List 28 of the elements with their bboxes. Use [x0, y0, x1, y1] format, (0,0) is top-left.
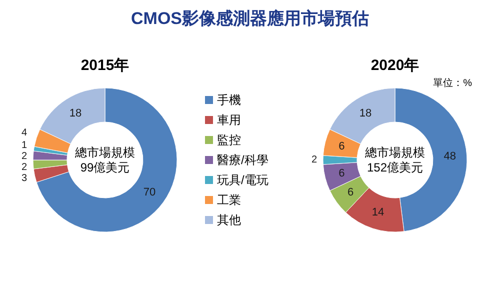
chart-title: CMOS影像感測器應用市場預估 — [131, 9, 369, 28]
chart-subtitle: 2015年 — [80, 57, 130, 74]
data-label: 1 — [21, 140, 28, 151]
donut-slice — [36, 88, 178, 232]
data-label: 18 — [359, 108, 372, 120]
legend-label: 手機 — [217, 93, 241, 107]
data-label: 3 — [21, 172, 28, 184]
data-label: 2 — [311, 154, 318, 166]
text: 總市場規模 99億美元 — [74, 146, 135, 174]
text: 單位：% — [433, 77, 472, 89]
legend-label: 車用 — [217, 113, 241, 127]
data-label: 6 — [347, 186, 354, 198]
legend-label: 工業 — [217, 193, 241, 207]
data-label: 6 — [338, 140, 345, 152]
legend-label: 玩具/電玩 — [217, 173, 268, 187]
data-label: 2 — [21, 162, 28, 173]
legend-label: 監控 — [217, 133, 241, 147]
data-label: 14 — [372, 206, 384, 218]
data-label: 6 — [338, 168, 345, 180]
legend-label: 其他 — [217, 213, 241, 227]
data-label: 2 — [21, 150, 28, 162]
data-label: 48 — [444, 150, 456, 163]
legend-label: 醫療/科學 — [217, 153, 268, 167]
chart-title: 2020年 — [370, 57, 420, 74]
data-label: 18 — [69, 108, 82, 120]
data-label: 4 — [21, 128, 28, 139]
data-label: 70 — [143, 186, 156, 198]
text: 總市場規模 152億美元 — [364, 146, 425, 174]
